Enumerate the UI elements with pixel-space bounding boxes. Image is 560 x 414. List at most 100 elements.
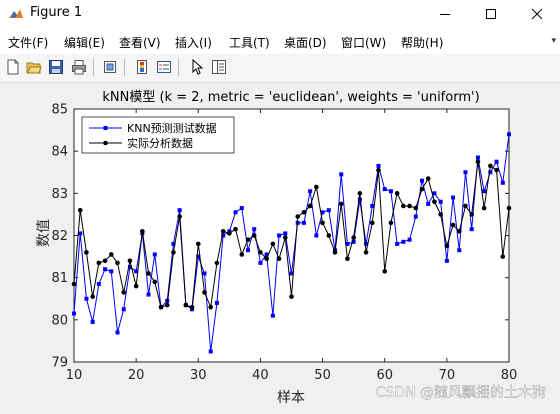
data-point — [370, 203, 375, 208]
menu-tools[interactable]: 工具(T) — [229, 36, 270, 50]
data-point — [450, 222, 456, 228]
x-tick-label: 10 — [66, 368, 83, 383]
data-point — [475, 159, 481, 165]
data-point — [72, 311, 76, 316]
legend-label: KNN预测测试数据 — [127, 121, 217, 135]
y-tick-label: 83 — [51, 187, 68, 202]
data-point — [171, 250, 176, 255]
data-point — [115, 330, 120, 335]
data-point — [382, 187, 387, 192]
new-figure-icon[interactable] — [3, 57, 23, 77]
data-point — [289, 294, 294, 299]
data-point — [177, 208, 182, 213]
data-point — [264, 252, 269, 257]
menu-view[interactable]: 查看(V) — [119, 36, 161, 50]
menu-insert[interactable]: 插入(I) — [175, 36, 212, 50]
data-point — [270, 313, 275, 318]
data-point — [357, 197, 362, 202]
menu-help[interactable]: 帮助(H) — [401, 36, 444, 50]
data-point — [164, 302, 170, 308]
menu-overflow-icon[interactable]: ▾ — [551, 36, 556, 46]
x-tick-label: 60 — [376, 368, 393, 383]
data-point — [320, 220, 325, 226]
data-point — [320, 210, 325, 215]
data-point — [376, 167, 381, 173]
data-point — [432, 191, 437, 196]
menu-bar: 文件(F) 编辑(E) 查看(V) 插入(I) 工具(T) 桌面(D) 窗口(W… — [0, 28, 560, 54]
data-point — [108, 252, 114, 257]
y-axis-label: 数值 — [36, 219, 52, 247]
print-icon[interactable] — [69, 57, 89, 77]
property-inspector-icon[interactable] — [209, 57, 229, 77]
legend-marker — [103, 126, 108, 130]
data-point — [338, 201, 344, 207]
data-point — [438, 212, 443, 217]
link-plot-icon[interactable] — [100, 57, 120, 77]
menu-window[interactable]: 窗口(W) — [341, 36, 387, 50]
data-point — [158, 304, 164, 310]
menu-file[interactable]: 文件(F) — [8, 36, 49, 50]
y-tick-label: 81 — [51, 271, 68, 286]
data-point — [252, 227, 257, 232]
colorbar-icon[interactable] — [132, 57, 152, 77]
data-point — [208, 304, 214, 310]
knn-line-chart[interactable]: kNN模型 (k = 2, metric = 'euclidean', weig… — [0, 83, 560, 410]
data-point — [314, 233, 319, 238]
save-icon[interactable] — [46, 57, 66, 77]
data-point — [364, 241, 369, 246]
data-point — [84, 250, 89, 255]
data-point — [233, 226, 238, 232]
chart-title: kNN模型 (k = 2, metric = 'euclidean', weig… — [102, 90, 479, 105]
data-point — [134, 269, 139, 274]
toolbar-separator — [178, 59, 179, 76]
data-point — [314, 184, 319, 190]
maximize-icon[interactable] — [468, 0, 514, 28]
data-point — [152, 279, 158, 285]
data-point — [127, 258, 133, 264]
matlab-figure-icon — [8, 6, 24, 22]
x-tick-label: 30 — [190, 368, 207, 383]
figure-canvas: kNN模型 (k = 2, metric = 'euclidean', weig… — [0, 83, 560, 410]
data-point — [469, 212, 475, 217]
toolbar-separator — [93, 59, 94, 76]
data-point — [345, 256, 350, 261]
x-tick-label: 20 — [128, 368, 145, 383]
data-point — [121, 307, 126, 312]
data-point — [426, 201, 431, 206]
data-point — [221, 233, 226, 238]
data-point — [482, 189, 487, 194]
data-point — [301, 210, 307, 215]
pointer-icon[interactable] — [187, 57, 207, 77]
y-tick-label: 85 — [51, 103, 68, 118]
data-point — [407, 237, 412, 242]
x-tick-label: 80 — [501, 368, 518, 383]
legend-marker — [103, 140, 108, 146]
data-point — [189, 304, 195, 310]
data-point — [432, 199, 437, 205]
data-point — [394, 191, 400, 196]
menu-desktop[interactable]: 桌面(D) — [284, 36, 327, 50]
data-point — [90, 294, 95, 299]
data-point — [96, 281, 101, 286]
minimize-icon[interactable] — [422, 0, 468, 28]
legend-label: 实际分析数据 — [127, 136, 193, 150]
data-point — [351, 239, 356, 244]
close-icon[interactable] — [514, 0, 560, 28]
data-point — [488, 163, 493, 169]
y-tick-label: 79 — [51, 356, 68, 371]
data-point — [208, 349, 213, 354]
menu-edit[interactable]: 编辑(E) — [64, 36, 105, 50]
data-point — [202, 271, 207, 276]
data-point — [71, 281, 77, 287]
data-point — [494, 167, 499, 173]
data-point — [214, 260, 220, 266]
data-point — [332, 250, 338, 255]
data-point — [301, 220, 306, 225]
open-file-icon[interactable] — [24, 57, 44, 77]
data-point — [326, 208, 331, 213]
data-point — [146, 292, 151, 297]
legend-icon[interactable] — [154, 57, 174, 77]
data-point — [307, 203, 313, 209]
data-point — [246, 248, 250, 253]
data-point — [196, 254, 201, 259]
